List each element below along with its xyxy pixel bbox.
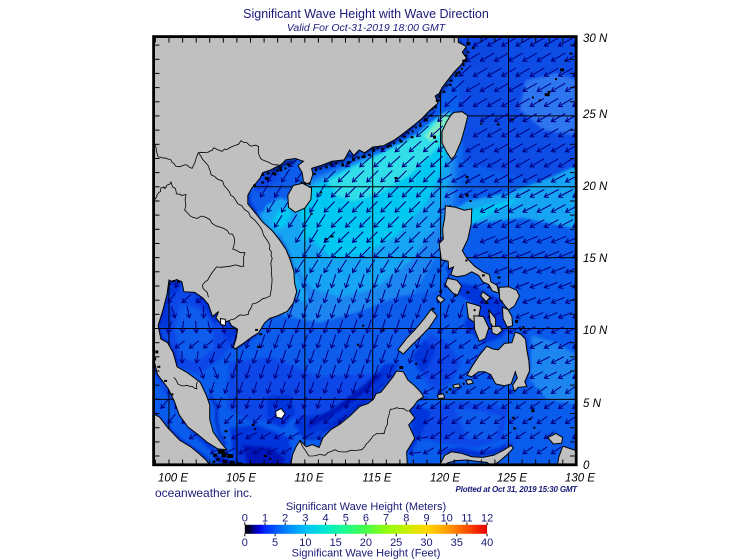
svg-text:Plotted at Oct 31, 2019 15:30: Plotted at Oct 31, 2019 15:30 GMT xyxy=(456,485,579,494)
svg-text:10: 10 xyxy=(299,537,311,549)
svg-text:5: 5 xyxy=(343,513,349,525)
svg-text:4: 4 xyxy=(323,513,329,525)
svg-text:15 N: 15 N xyxy=(583,253,608,265)
svg-text:120 E: 120 E xyxy=(430,473,460,485)
svg-text:35: 35 xyxy=(451,537,463,549)
svg-text:Significant Wave Height with W: Significant Wave Height with Wave Direct… xyxy=(243,7,489,21)
svg-text:15: 15 xyxy=(330,537,342,549)
svg-text:130 E: 130 E xyxy=(565,473,595,485)
svg-text:2: 2 xyxy=(282,513,288,525)
svg-text:12: 12 xyxy=(481,513,493,525)
svg-text:20 N: 20 N xyxy=(582,181,608,193)
svg-text:30 N: 30 N xyxy=(583,33,608,45)
svg-text:Significant Wave Height (Feet): Significant Wave Height (Feet) xyxy=(292,548,441,560)
svg-text:25 N: 25 N xyxy=(582,109,608,121)
svg-text:20: 20 xyxy=(360,537,372,549)
svg-text:110 E: 110 E xyxy=(294,473,324,485)
svg-text:10: 10 xyxy=(441,513,453,525)
svg-text:25: 25 xyxy=(390,537,402,549)
svg-text:3: 3 xyxy=(302,513,308,525)
svg-text:6: 6 xyxy=(363,513,369,525)
svg-text:100 E: 100 E xyxy=(158,473,188,485)
svg-text:10 N: 10 N xyxy=(583,325,608,337)
svg-text:7: 7 xyxy=(383,513,389,525)
svg-text:0: 0 xyxy=(583,460,590,472)
svg-text:5: 5 xyxy=(272,537,278,549)
svg-text:Valid For Oct-31-2019 18:00 GM: Valid For Oct-31-2019 18:00 GMT xyxy=(287,22,447,34)
svg-text:Significant Wave Height (Meter: Significant Wave Height (Meters) xyxy=(286,501,446,513)
svg-text:5 N: 5 N xyxy=(583,398,602,410)
svg-text:9: 9 xyxy=(423,513,429,525)
svg-text:oceanweather inc.: oceanweather inc. xyxy=(155,486,252,500)
svg-text:115 E: 115 E xyxy=(362,473,392,485)
svg-text:0: 0 xyxy=(242,537,248,549)
svg-text:0: 0 xyxy=(242,513,248,525)
svg-text:11: 11 xyxy=(461,513,472,525)
svg-text:8: 8 xyxy=(403,513,409,525)
svg-text:1: 1 xyxy=(262,513,268,525)
svg-text:40: 40 xyxy=(481,537,493,549)
svg-text:125 E: 125 E xyxy=(497,473,527,485)
svg-text:30: 30 xyxy=(420,537,432,549)
svg-text:105 E: 105 E xyxy=(226,473,256,485)
